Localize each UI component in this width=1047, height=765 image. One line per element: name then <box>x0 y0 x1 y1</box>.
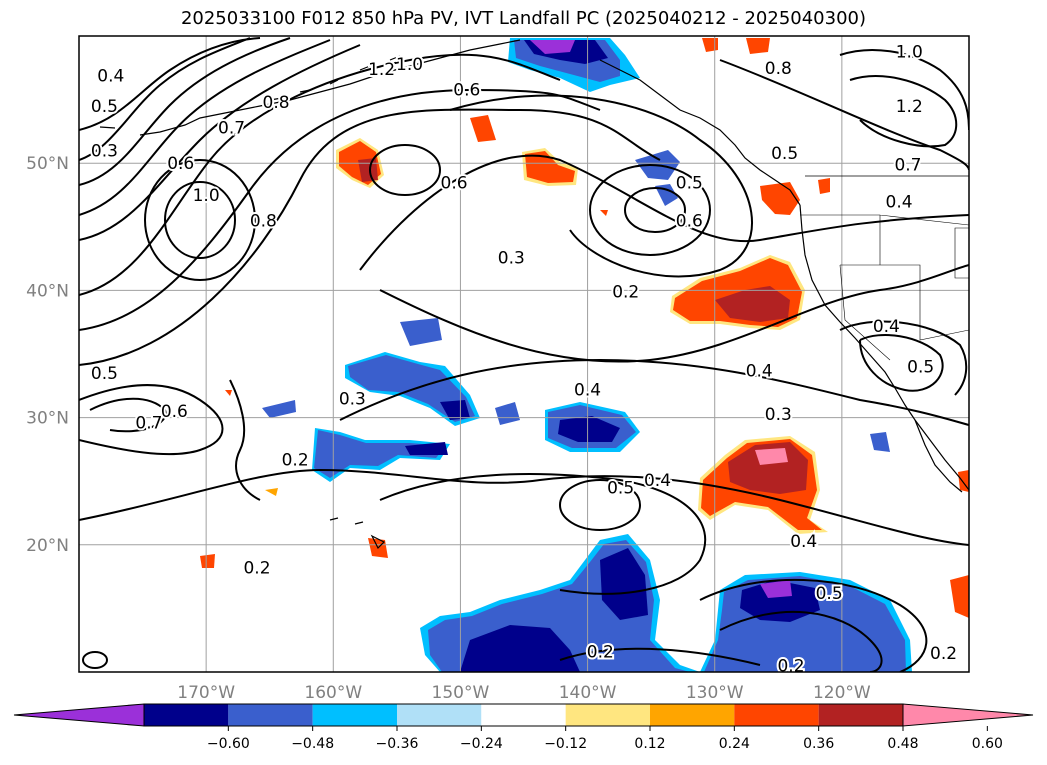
positive-anomalies <box>200 38 969 618</box>
contour-label: 0.7 <box>894 155 921 175</box>
contour-label: 0.4 <box>644 471 671 491</box>
lat-tick-label: 20°N <box>26 536 69 556</box>
contour-label: 0.6 <box>453 80 480 100</box>
lon-tick-label: 140°W <box>559 683 617 703</box>
contour-label: 0.8 <box>263 93 290 113</box>
colorbar-tick-label: −0.36 <box>376 736 419 752</box>
contour-label: 0.2 <box>243 559 270 579</box>
colorbar-segment <box>650 704 735 726</box>
contour-label: 0.2 <box>777 657 804 677</box>
lon-tick-label: 130°W <box>686 683 744 703</box>
contour-label: 1.0 <box>193 186 220 206</box>
contour-label: 1.2 <box>368 60 395 80</box>
contour-label: 0.5 <box>907 358 934 378</box>
contour-label: 0.5 <box>816 584 843 604</box>
contour-label: 0.7 <box>135 414 162 434</box>
colorbar-segment <box>734 704 819 726</box>
contour-label: 0.8 <box>250 211 277 231</box>
graticule <box>79 36 969 672</box>
alaska-coast <box>99 39 801 206</box>
na-west-coast <box>799 204 969 491</box>
contour-label: 0.5 <box>676 173 703 193</box>
colorbar-tick-label: 0.60 <box>972 736 1003 752</box>
colorbar-tick-label: −0.48 <box>291 736 334 752</box>
colorbar-tick-label: 0.12 <box>634 736 665 752</box>
colorbar-segment <box>565 704 650 726</box>
figure-title: 2025033100 F012 850 hPa PV, IVT Landfall… <box>180 8 867 29</box>
contour-label: 0.4 <box>574 381 601 401</box>
colorbar-tick-label: −0.60 <box>207 736 250 752</box>
contour-label: 0.5 <box>91 364 118 384</box>
colorbar-tick-label: −0.24 <box>460 736 503 752</box>
colorbar-outline <box>143 703 904 727</box>
colorbar-tick-label: 0.36 <box>803 736 834 752</box>
contour-label: 0.3 <box>91 141 118 161</box>
contour-label: 0.6 <box>161 402 188 422</box>
colorbar-tick-label: 0.48 <box>887 736 918 752</box>
colorbar-tick-label: −0.12 <box>544 736 587 752</box>
lon-tick-label: 120°W <box>813 683 871 703</box>
contour-label: 0.5 <box>607 479 634 499</box>
lat-tick-label: 30°N <box>26 409 69 429</box>
contour-label: 0.5 <box>771 144 798 164</box>
contour-label: 0.4 <box>790 532 817 552</box>
contour-label: 0.2 <box>930 644 957 664</box>
contour-label: 0.2 <box>587 643 614 663</box>
map-frame-background <box>79 36 969 672</box>
baja-coast <box>914 419 963 493</box>
colorbar-segment <box>818 704 903 726</box>
colorbar-segment <box>228 704 313 726</box>
contour-labels: 0.40.50.30.60.70.81.00.81.2 1.00.60.6 0.50… <box>89 40 959 678</box>
contour-label: 0.7 <box>218 119 245 139</box>
colorbar-segment <box>397 704 482 726</box>
contour-label: 1.2 <box>896 97 923 117</box>
contour-label: 0.6 <box>441 173 468 193</box>
contour-label: 0.3 <box>339 390 366 410</box>
lat-tick-label: 50°N <box>26 154 69 174</box>
contour-label: 0.4 <box>886 192 913 212</box>
pv-contours <box>79 37 969 672</box>
colorbar-extend-low <box>13 703 145 727</box>
contour-label: 0.6 <box>676 211 703 231</box>
lon-tick-label: 150°W <box>432 683 490 703</box>
axis-tick-labels: 170°W 160°W 150°W 140°W 130°W 120°W 20°N 30°N 40… <box>26 154 871 703</box>
contour-label: 1.0 <box>396 55 423 75</box>
negative-anomalies <box>262 38 912 672</box>
lat-tick-label: 40°N <box>26 281 69 301</box>
coastlines <box>99 39 969 550</box>
colorbar-segment <box>312 704 397 726</box>
map-frame <box>78 35 970 673</box>
contour-label: 0.3 <box>765 405 792 425</box>
contour-label: 0.4 <box>873 317 900 337</box>
colorbar-segment <box>481 704 566 726</box>
contour-label: 0.4 <box>97 66 124 86</box>
contour-label: 0.8 <box>765 59 792 79</box>
colorbar-segment <box>144 704 229 726</box>
contour-label: 1.0 <box>896 42 923 62</box>
contour-label: 0.5 <box>91 97 118 117</box>
contour-label: 0.4 <box>746 362 773 382</box>
colorbar-tick-label: 0.24 <box>719 736 750 752</box>
contour-label: 0.2 <box>612 283 639 303</box>
hawaii <box>329 517 386 550</box>
colorbar: −0.60 −0.48 −0.36 −0.24 −0.12 0.12 0.24 0.36 0.4… <box>13 703 1034 752</box>
colorbar-extend-high <box>902 703 1034 727</box>
contour-label: 0.2 <box>282 451 309 471</box>
contour-label: 0.6 <box>167 154 194 174</box>
lon-tick-label: 160°W <box>304 683 362 703</box>
lon-tick-label: 170°W <box>177 683 235 703</box>
aleutian-islands <box>269 55 401 101</box>
anomaly-fill-layer <box>200 38 969 672</box>
contour-label: 0.3 <box>498 248 525 268</box>
state-borders <box>800 214 969 361</box>
